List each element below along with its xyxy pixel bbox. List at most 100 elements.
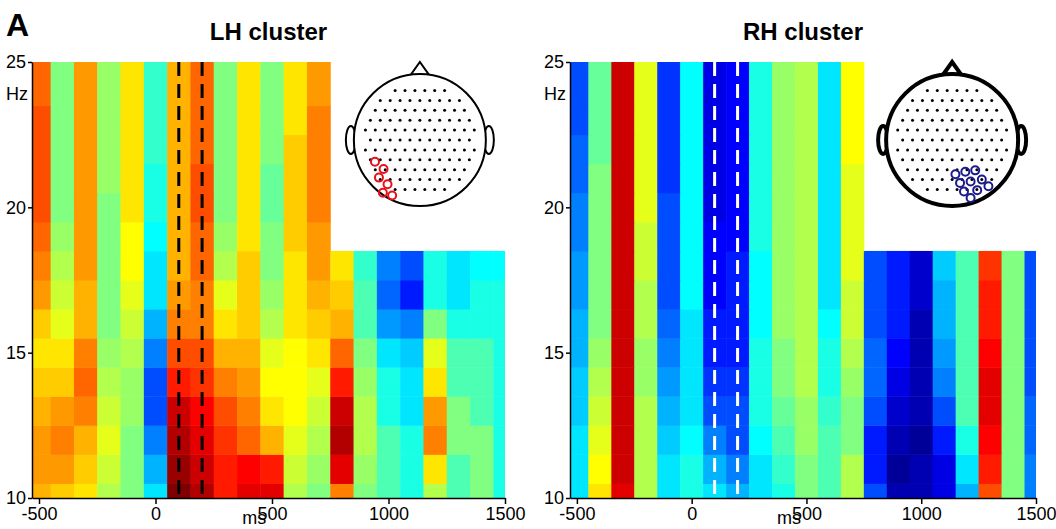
electrode (408, 119, 411, 122)
heatmap-cell (772, 280, 795, 310)
heatmap-cell (657, 396, 680, 426)
heatmap-cell (841, 193, 864, 223)
heatmap-cell (588, 77, 611, 107)
heatmap-cell (749, 309, 772, 339)
heatmap-cell (377, 367, 401, 397)
panel-letter: A (6, 7, 29, 43)
heatmap-cell (32, 62, 51, 77)
electrode (941, 119, 944, 122)
heatmap-cell (657, 309, 680, 339)
heatmap-cell (570, 483, 589, 498)
heatmap-cell (284, 222, 308, 252)
y-tick-mark (566, 498, 570, 500)
heatmap-cell (284, 454, 308, 484)
electrode (369, 119, 372, 122)
x-axis: -500050010001500 (21, 498, 525, 524)
heatmap-cell (772, 164, 795, 194)
y-axis-line (570, 63, 572, 499)
panel-title: LH cluster (210, 18, 327, 45)
heatmap-cell (588, 483, 611, 498)
heatmap-cell (979, 396, 1002, 426)
heatmap-cell (354, 280, 378, 310)
electrode (1005, 129, 1008, 132)
cluster-electrode (971, 166, 979, 174)
heatmap-cell (493, 454, 505, 484)
electrode (404, 188, 407, 191)
heatmap-cell (32, 425, 51, 455)
electrode (433, 168, 436, 171)
heatmap-cell (795, 309, 818, 339)
heatmap-cell (237, 454, 261, 484)
electrode (423, 188, 426, 191)
heatmap-cell (74, 222, 98, 252)
heatmap-cell (74, 367, 98, 397)
heatmap-cell (749, 483, 772, 498)
cluster-electrode (960, 187, 968, 195)
heatmap-cell (330, 280, 354, 310)
heatmap-cell (864, 483, 887, 498)
heatmap-cell (97, 483, 121, 498)
electrode (916, 148, 919, 151)
heatmap-cell (795, 338, 818, 368)
heatmap-cell (611, 309, 634, 339)
heatmap-cell (680, 135, 703, 165)
heatmap-cell (32, 338, 51, 368)
electrode (399, 178, 402, 181)
heatmap-cell (772, 62, 795, 77)
electrode (473, 129, 476, 132)
heatmap-cell (32, 483, 51, 498)
x-tick: -500 (559, 498, 595, 524)
heatmap-cell (51, 280, 75, 310)
electrode (389, 139, 392, 142)
heatmap-cell (818, 309, 841, 339)
heatmap-cell (121, 164, 145, 194)
heatmap-cell (144, 222, 168, 252)
heatmap-cell (979, 338, 1002, 368)
electrode (970, 99, 973, 102)
heatmap-cell (570, 222, 589, 252)
electrode (379, 119, 382, 122)
heatmap-cell (611, 222, 634, 252)
heatmap-cell (260, 338, 284, 368)
heatmap-cell (144, 62, 168, 77)
heatmap-cell (354, 396, 378, 426)
heatmap-cell (956, 483, 979, 498)
electrode (911, 139, 914, 142)
electrode (931, 99, 934, 102)
heatmap-cell (818, 77, 841, 107)
heatmap-cell (284, 280, 308, 310)
heatmap-cell (841, 77, 864, 107)
heatmap-cell (330, 367, 354, 397)
electrode (404, 89, 407, 92)
heatmap-cell (307, 251, 331, 281)
electrode (911, 99, 914, 102)
heatmap-cell (1002, 425, 1025, 455)
plot-area (570, 62, 1036, 498)
heatmap-cell (214, 396, 238, 426)
y-tick-mark (28, 207, 32, 209)
heatmap-cell (795, 425, 818, 455)
heatmap-cell (795, 77, 818, 107)
heatmap-cell (400, 280, 424, 310)
heatmap-cell (144, 280, 168, 310)
electrode (413, 148, 416, 151)
heatmap-cell (377, 251, 401, 281)
heatmap-cell (214, 193, 238, 223)
heatmap-cell (51, 62, 75, 77)
heatmap-cell (74, 309, 98, 339)
heatmap-cell (570, 338, 589, 368)
heatmap-cell (634, 425, 657, 455)
heatmap-cell (214, 367, 238, 397)
heatmap-cell (887, 280, 910, 310)
heatmap-cell (680, 396, 703, 426)
head-inset (346, 62, 494, 206)
electrode (926, 129, 929, 132)
heatmap-cell (354, 251, 378, 281)
heatmap-cell (97, 193, 121, 223)
electrode (980, 178, 983, 181)
heatmap-cell (657, 193, 680, 223)
electrode (921, 178, 924, 181)
head-outline (354, 74, 486, 206)
heatmap-cell (144, 425, 168, 455)
heatmap-cell (32, 222, 51, 252)
